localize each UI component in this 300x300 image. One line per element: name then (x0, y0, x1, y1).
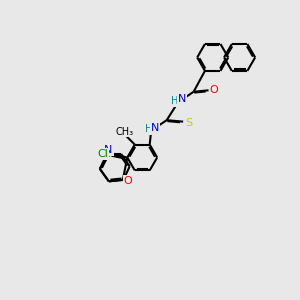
Text: S: S (186, 118, 193, 128)
Text: H: H (171, 96, 179, 106)
Text: CH₃: CH₃ (116, 127, 134, 137)
Text: N: N (178, 94, 186, 104)
Text: H: H (145, 124, 152, 134)
Text: O: O (124, 176, 133, 186)
Text: O: O (209, 85, 218, 95)
Text: N: N (151, 123, 159, 133)
Text: N: N (104, 145, 113, 155)
Text: Cl: Cl (97, 149, 108, 159)
